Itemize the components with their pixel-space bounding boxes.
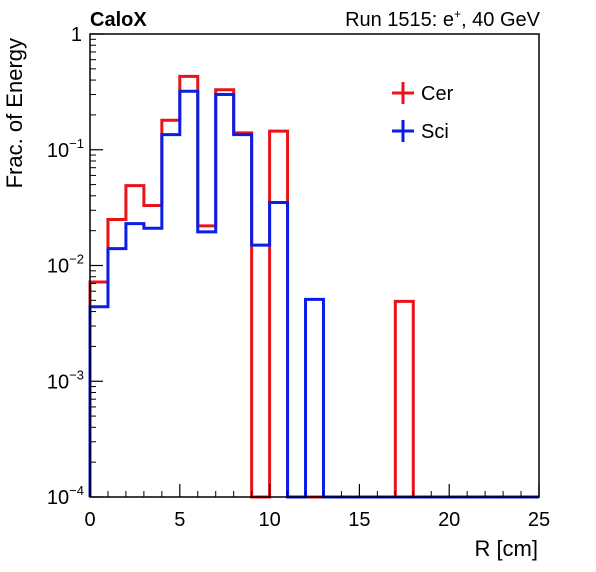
legend-entry-sci: Sci [392,120,449,143]
y-tick-exponent: −1 [69,136,84,151]
x-tick-label: 5 [174,509,185,531]
run-label-text: Run 1515: e [345,9,454,31]
x-tick-label: 10 [258,509,280,531]
legend-label: Cer [421,83,454,105]
x-tick-label: 0 [84,509,95,531]
y-tick-label: 10−3 [47,367,84,393]
y-axis-label: Frac. of Energy [2,38,27,188]
x-tick-label: 15 [348,509,370,531]
series-line-cer [88,74,539,499]
series-layer [88,74,539,499]
y-tick-base: 10 [47,487,69,509]
header: CaloX Run 1515: e+, 40 GeV [90,7,541,31]
run-label: Run 1515: e+, 40 GeV [345,7,541,31]
legend: Cer Sci [392,82,454,143]
run-label-sup: + [454,7,461,21]
run-label-suffix: , 40 GeV [461,9,541,31]
y-tick-label: 10−1 [47,136,84,162]
brand-label: CaloX [90,9,147,31]
legend-entry-cer: Cer [392,82,454,105]
x-tick-label: 20 [438,509,460,531]
y-tick-exponent: −4 [69,483,84,498]
x-tick-label: 25 [528,509,550,531]
y-tick-label: 10−4 [47,483,84,509]
y-tick-base: 10 [47,371,69,393]
y-tick-exponent: −2 [69,252,84,267]
legend-label: Sci [421,121,449,143]
series-line-sci [88,89,539,499]
y-tick-exponent: −3 [69,367,84,382]
y-tick-base: 10 [47,256,69,278]
y-tick-label: 10−2 [47,252,84,278]
plot-frame [89,33,540,498]
y-tick-label: 1 [71,24,82,46]
y-tick-base: 10 [47,140,69,162]
x-axis-label: R [cm] [474,536,538,561]
